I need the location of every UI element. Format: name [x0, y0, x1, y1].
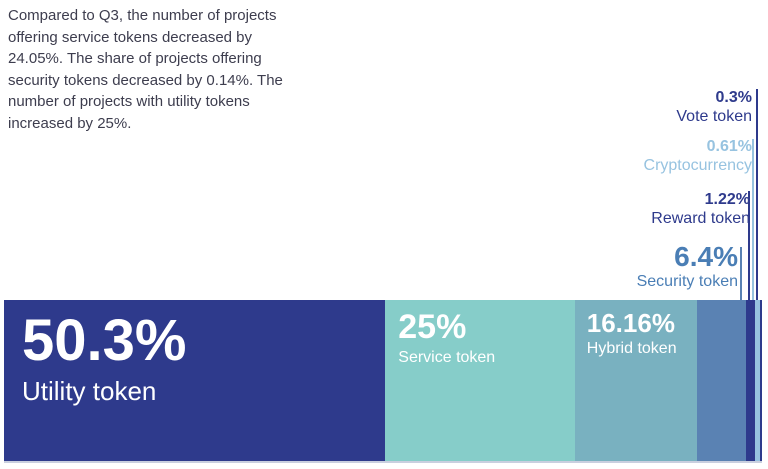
security-token-label: Security token — [636, 273, 738, 290]
cryptocurrency-value: 0.61% — [706, 138, 752, 155]
utility-token-segment-text: 50.3% Utility token — [4, 300, 385, 407]
security-token-value: 6.4% — [674, 241, 738, 272]
utility-token-value: 50.3% — [22, 308, 187, 373]
bar-segment-reward-token — [745, 300, 755, 461]
bar-segment-vote-token — [759, 300, 762, 461]
service-token-label: Service token — [398, 349, 496, 366]
utility-token-label: Utility token — [22, 376, 157, 406]
service-token-segment-text: 25% Service token — [385, 300, 575, 368]
callout-vote-token: 0.3% Vote token — [676, 89, 752, 126]
hybrid-token-segment-text: 16.16% Hybrid token — [575, 300, 697, 359]
security-token-leader-line — [740, 247, 742, 300]
bar-segment-service-token: 25% Service token — [385, 300, 575, 461]
reward-token-label: Reward token — [651, 210, 750, 227]
hybrid-token-label: Hybrid token — [586, 340, 677, 357]
stacked-bar: 50.3% Utility token 25% Service token 16… — [4, 300, 762, 463]
bar-segment-hybrid-token: 16.16% Hybrid token — [574, 300, 698, 461]
cryptocurrency-label: Cryptocurrency — [643, 157, 752, 174]
vote-token-value: 0.3% — [715, 89, 752, 106]
reward-token-value: 1.22% — [704, 191, 750, 208]
callout-cryptocurrency: 0.61% Cryptocurrency — [644, 138, 752, 175]
service-token-value: 25% — [398, 308, 467, 346]
vote-token-leader-line — [756, 89, 758, 300]
callout-security-token: 6.4% Security token — [637, 242, 738, 291]
reward-token-leader-line — [748, 191, 750, 300]
bar-segment-cryptocurrency — [754, 300, 760, 461]
vote-token-label: Vote token — [676, 108, 752, 125]
cryptocurrency-leader-line — [752, 139, 754, 300]
bar-segment-utility-token: 50.3% Utility token — [4, 300, 386, 461]
bar-segment-security-token — [697, 300, 746, 461]
summary-text: Compared to Q3, the number of projects o… — [8, 7, 283, 132]
callout-reward-token: 1.22% Reward token — [651, 191, 750, 228]
hybrid-token-value: 16.16% — [586, 308, 675, 338]
